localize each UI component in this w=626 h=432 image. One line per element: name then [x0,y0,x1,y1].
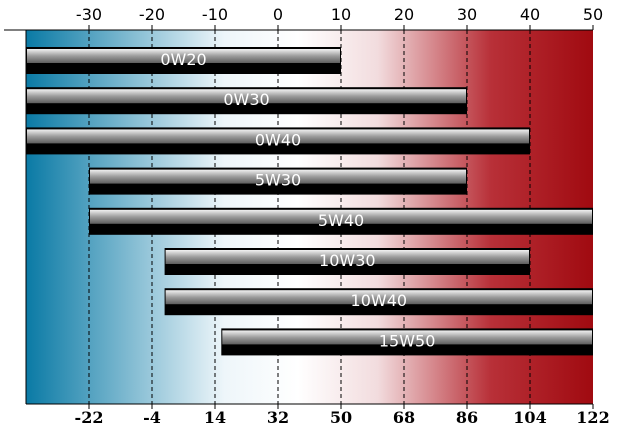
bottom-tick-label: 50 [330,408,352,427]
top-axis-ticks: -30 -20 -10 0 10 20 30 40 50 [76,5,603,30]
top-tick-label: 30 [457,5,477,24]
bottom-tick-label: -4 [143,408,161,427]
bar-highlight [27,89,466,104]
bar-highlight [90,169,466,184]
bar-label: 0W30 [223,90,269,109]
bar-highlight [165,290,592,305]
bars: 0W20 0W30 0W40 5W30 5W40 10W30 10W40 15W50 [26,47,594,356]
bar-label: 10W30 [319,251,376,270]
bottom-tick-label: 14 [204,408,226,427]
bottom-tick-label: 86 [456,408,478,427]
bar-label: 0W40 [255,130,301,149]
bar-highlight [222,330,593,345]
top-tick-label: 10 [331,5,351,24]
bar-highlight [27,129,529,144]
bottom-tick-label: -22 [75,408,104,427]
bar-highlight [165,250,529,264]
bottom-axis-ticks: -22 -4 14 32 50 68 86 104 122 [75,404,610,427]
bottom-tick-label: 104 [513,408,546,427]
bottom-tick-label: 32 [267,408,289,427]
top-tick-label: 20 [394,5,414,24]
top-tick-label: -30 [76,5,102,24]
bar-label: 0W20 [160,50,206,69]
bar-highlight [27,49,340,63]
bar-label: 5W30 [255,171,301,190]
top-tick-label: -10 [202,5,228,24]
bottom-tick-label: 122 [576,408,609,427]
bar-label: 15W50 [379,331,436,350]
bottom-tick-label: 68 [393,408,415,427]
top-tick-label: 50 [583,5,603,24]
bar-label: 10W40 [351,291,408,310]
top-tick-label: -20 [139,5,165,24]
bar-highlight [90,209,592,224]
top-tick-label: 40 [520,5,540,24]
bar-label: 5W40 [318,211,364,230]
top-tick-label: 0 [273,5,283,24]
